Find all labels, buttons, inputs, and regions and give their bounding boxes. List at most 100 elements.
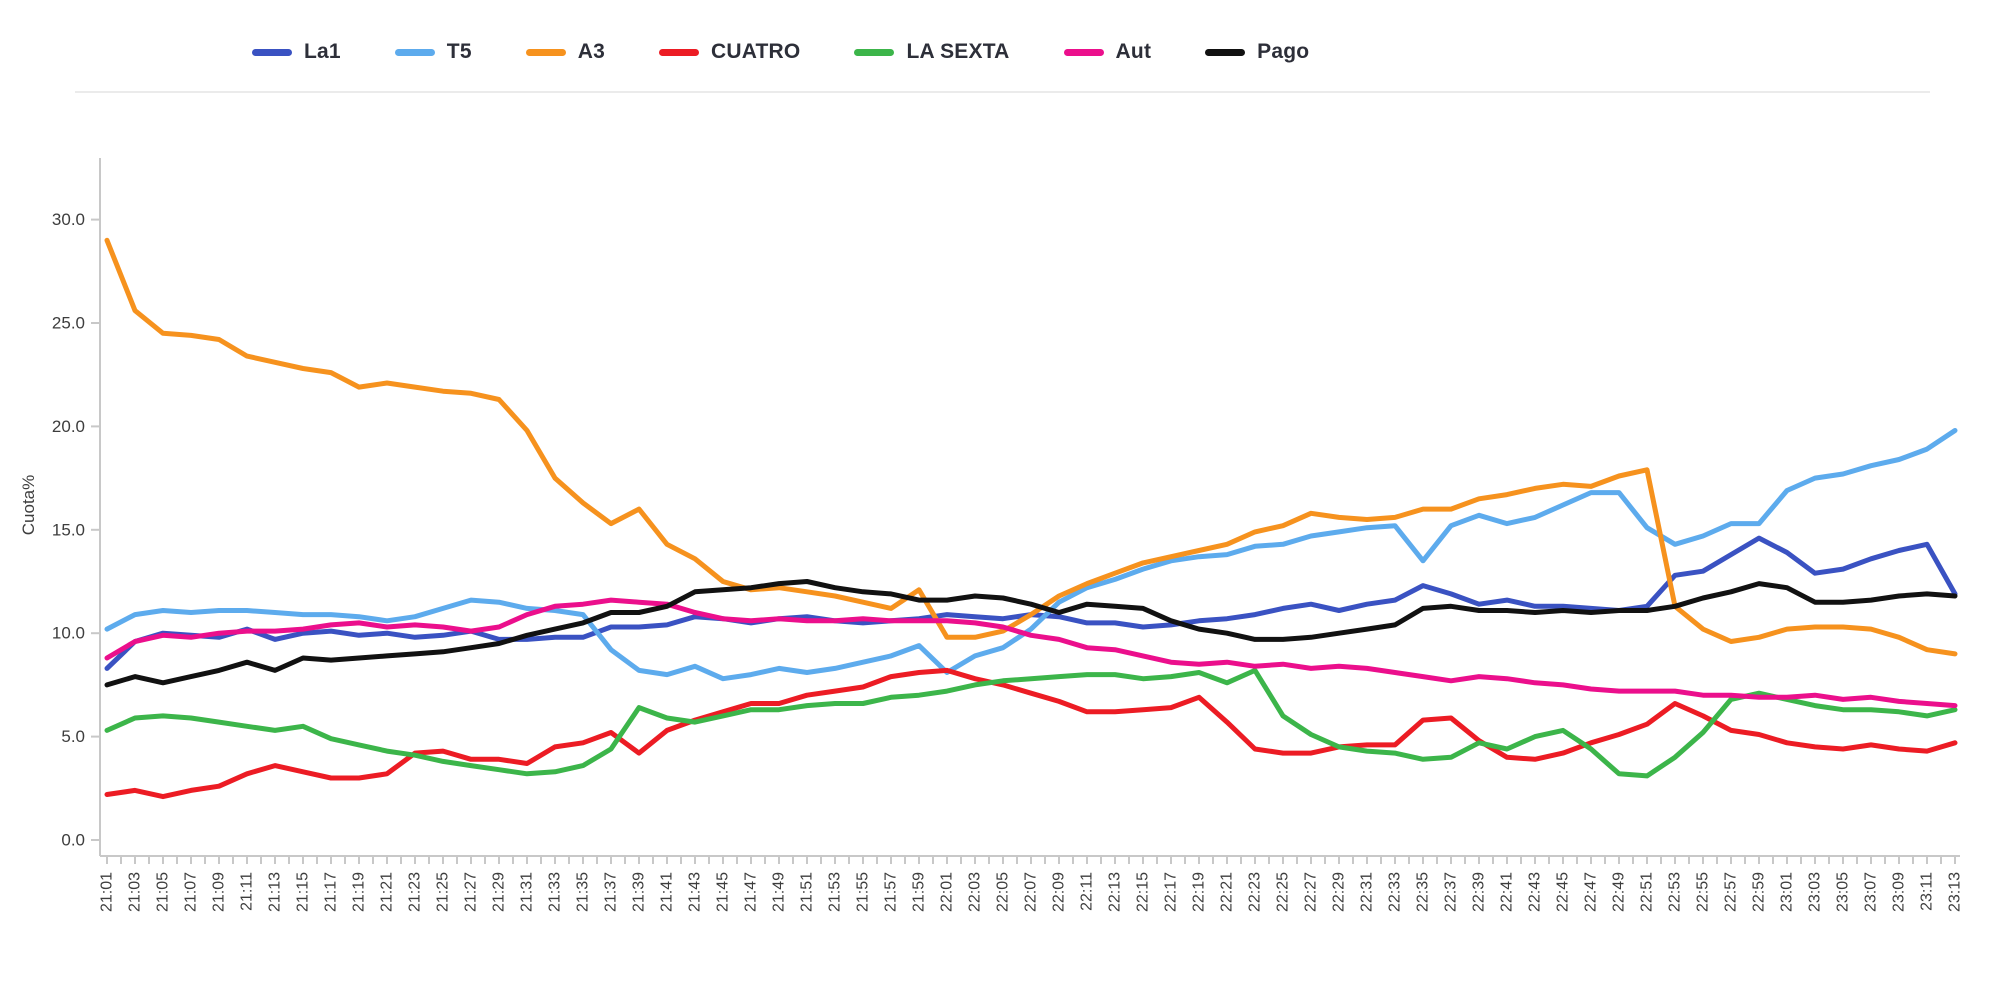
x-tick-label: 22:31 xyxy=(1359,872,1376,912)
x-tick-label: 22:23 xyxy=(1247,872,1264,912)
x-tick-label: 22:09 xyxy=(1051,872,1068,912)
legend-item-label: LA SEXTA xyxy=(906,40,1010,63)
x-tick-label: 22:57 xyxy=(1723,872,1740,912)
legend-swatch-icon xyxy=(658,48,699,56)
y-axis-title: Cuota% xyxy=(19,475,38,535)
x-tick-label: 21:17 xyxy=(323,872,340,912)
x-tick-label: 22:19 xyxy=(1191,872,1208,912)
x-tick-label: 22:07 xyxy=(1023,872,1040,912)
x-tick-label: 22:27 xyxy=(1303,872,1320,912)
x-tick-label: 21:47 xyxy=(743,872,760,912)
x-tick-label: 21:55 xyxy=(855,872,872,912)
y-tick-label: 25.0 xyxy=(52,314,85,333)
x-tick-label: 21:05 xyxy=(155,872,172,912)
legend-item-cuatro[interactable]: CUATRO xyxy=(658,40,801,64)
x-tick-label: 22:15 xyxy=(1135,872,1152,912)
y-tick-label: 30.0 xyxy=(52,210,85,229)
legend-swatch-icon xyxy=(394,48,435,56)
x-tick-label: 21:13 xyxy=(267,872,284,912)
x-tick-label: 23:01 xyxy=(1779,872,1796,912)
x-tick-label: 21:03 xyxy=(127,872,144,912)
x-tick-label: 22:25 xyxy=(1275,872,1292,912)
series-line-la-sexta xyxy=(104,667,1958,779)
x-tick-label: 23:05 xyxy=(1835,872,1852,912)
y-tick-label: 5.0 xyxy=(61,727,85,746)
chart-legend: La1 T5 A3 CUATRO LA SEXTA Aut Pago xyxy=(252,40,1309,64)
x-tick-label: 21:15 xyxy=(295,872,312,912)
x-tick-label: 21:49 xyxy=(771,872,788,912)
x-tick-label: 22:53 xyxy=(1667,872,1684,912)
legend-item-label: Aut xyxy=(1115,40,1152,63)
x-tick-label: 23:09 xyxy=(1891,872,1908,912)
x-tick-label: 22:21 xyxy=(1219,872,1236,912)
x-tick-label: 22:49 xyxy=(1611,872,1628,912)
x-tick-label: 22:05 xyxy=(995,872,1012,912)
legend-item-a3[interactable]: A3 xyxy=(525,40,605,64)
x-tick-label: 21:31 xyxy=(519,872,536,912)
x-tick-label: 21:33 xyxy=(547,872,564,912)
x-tick-label: 21:27 xyxy=(463,872,480,912)
legend-item-la-sexta[interactable]: LA SEXTA xyxy=(854,40,1009,64)
x-tick-label: 23:03 xyxy=(1807,872,1824,912)
y-tick-label: 0.0 xyxy=(61,831,85,850)
x-tick-label: 22:35 xyxy=(1415,872,1432,912)
x-tick-label: 22:59 xyxy=(1751,872,1768,912)
x-tick-label: 21:35 xyxy=(575,872,592,912)
series-line-t5 xyxy=(104,428,1958,682)
x-tick-label: 23:11 xyxy=(1919,872,1936,911)
x-tick-label: 21:53 xyxy=(827,872,844,912)
series-lines xyxy=(104,237,1958,800)
legend-item-t5[interactable]: T5 xyxy=(394,40,472,64)
x-tick-label: 22:33 xyxy=(1387,872,1404,912)
x-tick-label: 22:41 xyxy=(1499,872,1516,912)
x-tick-label: 22:55 xyxy=(1695,872,1712,912)
x-tick-label: 21:19 xyxy=(351,872,368,912)
legend-item-la1[interactable]: La1 xyxy=(252,40,341,64)
x-tick-label: 21:45 xyxy=(715,872,732,912)
legend-item-aut[interactable]: Aut xyxy=(1063,40,1152,64)
legend-item-label: Pago xyxy=(1257,40,1310,63)
x-tick-label: 21:11 xyxy=(239,872,256,911)
x-tick-label: 21:43 xyxy=(687,872,704,912)
y-tick-label: 10.0 xyxy=(52,624,85,643)
x-tick-label: 22:13 xyxy=(1107,872,1124,912)
series-line-pago xyxy=(104,579,1958,688)
x-tick-label: 21:41 xyxy=(659,872,676,912)
x-tick-label: 21:39 xyxy=(631,872,648,912)
x-tick-label: 21:09 xyxy=(211,872,228,912)
x-tick-label: 21:07 xyxy=(183,872,200,912)
x-tick-label: 21:01 xyxy=(99,872,116,912)
x-tick-label: 22:37 xyxy=(1443,872,1460,912)
x-tick-label: 23:13 xyxy=(1947,872,1964,912)
y-axis: 0.0 5.0 10.0 15.0 20.0 25.0 30.0 xyxy=(52,158,101,856)
legend-item-label: La1 xyxy=(304,40,341,63)
x-tick-label: 22:03 xyxy=(967,872,984,912)
series-line-aut xyxy=(104,597,1958,709)
x-tick-label: 22:43 xyxy=(1527,872,1544,912)
x-tick-label: 23:07 xyxy=(1863,872,1880,912)
x-tick-label: 21:25 xyxy=(435,872,452,912)
legend-item-label: CUATRO xyxy=(710,40,801,63)
x-tick-label: 22:39 xyxy=(1471,872,1488,912)
y-tick-label: 15.0 xyxy=(52,520,85,539)
legend-swatch-icon xyxy=(854,48,895,56)
x-tick-label: 22:17 xyxy=(1163,872,1180,912)
x-tick-label: 21:37 xyxy=(603,872,620,912)
series-line-a3 xyxy=(104,237,1958,657)
x-tick-label: 22:47 xyxy=(1583,872,1600,912)
x-tick-label: 22:11 xyxy=(1079,872,1096,911)
x-tick-label: 22:29 xyxy=(1331,872,1348,912)
legend-swatch-icon xyxy=(252,48,292,56)
x-tick-label: 22:51 xyxy=(1639,872,1656,912)
x-tick-label: 21:57 xyxy=(883,872,900,912)
legend-item-pago[interactable]: Pago xyxy=(1205,40,1309,64)
y-tick-label: 20.0 xyxy=(52,417,85,436)
x-axis: 21:01 21:03 21:05 21:07 21:09 21:11 21:13 21:15… xyxy=(99,855,1964,912)
legend-separator xyxy=(75,91,1930,93)
legend-swatch-icon xyxy=(1205,48,1246,56)
x-tick-label: 21:51 xyxy=(799,872,816,912)
x-tick-label: 22:45 xyxy=(1555,872,1572,912)
x-tick-label: 21:59 xyxy=(911,872,928,912)
